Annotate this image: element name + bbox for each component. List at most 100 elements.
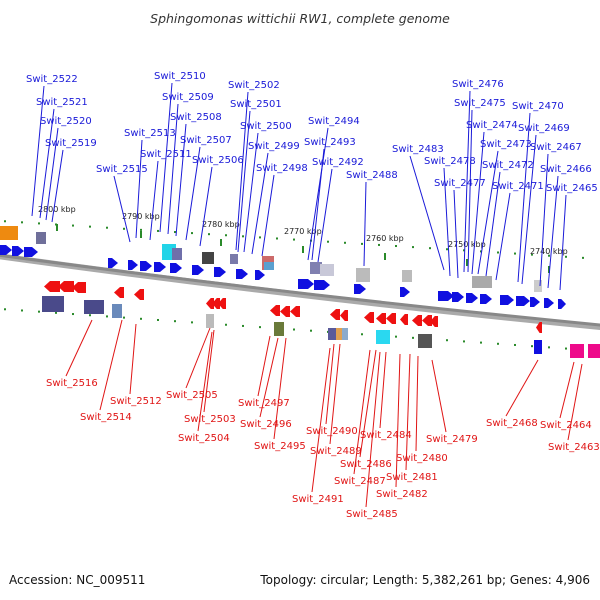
scale-dot: [174, 320, 176, 323]
scale-dot: [140, 228, 142, 231]
scale-dot: [38, 222, 40, 225]
forward-gene-arrow: [170, 263, 182, 273]
reverse-gene-leader-line: [197, 331, 213, 432]
forward-gene-arrow: [0, 245, 12, 255]
scale-dot: [4, 220, 6, 223]
reverse-gene-label: Swit_2512: [110, 396, 162, 407]
feature-block: [36, 232, 46, 244]
scale-label: 2770 kbp: [284, 227, 322, 236]
scale-dot: [497, 342, 499, 345]
scale-dot: [21, 221, 23, 224]
scale-dot: [480, 250, 482, 253]
scale-dot: [582, 256, 584, 259]
scale-dot: [38, 310, 40, 313]
forward-gene-arrow: [452, 292, 464, 302]
forward-gene-label: Swit_2509: [162, 92, 214, 103]
reverse-gene-label: Swit_2464: [540, 420, 592, 431]
forward-gene-leader-line: [159, 82, 173, 233]
scale-dot: [157, 229, 159, 232]
forward-gene-leader-line: [521, 134, 537, 285]
reverse-gene-arrow: [114, 287, 124, 298]
scale-major-tick: [466, 259, 468, 266]
feature-block: [328, 328, 336, 340]
scale-dot: [21, 309, 23, 312]
reverse-gene-arrow: [422, 315, 432, 326]
scale-dot: [361, 333, 363, 336]
forward-gene-arrow: [438, 291, 454, 301]
forward-gene-label: Swit_2501: [230, 99, 282, 110]
forward-gene-label: Swit_2513: [124, 128, 176, 139]
forward-gene-leader-line: [307, 127, 329, 261]
scale-dot: [463, 249, 465, 252]
forward-gene-arrow: [480, 294, 492, 304]
scale-label: 2750 kbp: [448, 240, 486, 249]
forward-gene-leader-line: [443, 167, 451, 277]
feature-block: [112, 304, 122, 318]
scale-dot: [4, 308, 6, 311]
scale-dot: [412, 246, 414, 249]
scale-dot: [225, 323, 227, 326]
reverse-gene-arrow: [364, 312, 374, 323]
forward-gene-leader-line: [199, 166, 213, 247]
forward-gene-leader-line: [517, 112, 531, 283]
forward-gene-label: Swit_2466: [540, 164, 592, 175]
reverse-gene-label: Swit_2487: [334, 476, 386, 487]
scale-dot: [89, 314, 91, 317]
feature-block: [570, 344, 584, 358]
scale-dot: [174, 231, 176, 234]
reverse-gene-label: Swit_2480: [396, 453, 448, 464]
scale-dot: [242, 235, 244, 238]
scale-dot: [395, 245, 397, 248]
scale-label: 2790 kbp: [122, 212, 160, 221]
reverse-gene-arrow: [206, 298, 214, 309]
forward-gene-label: Swit_2477: [434, 178, 486, 189]
forward-gene-label: Swit_2476: [452, 79, 504, 90]
forward-gene-leader-line: [547, 175, 559, 289]
feature-block: [472, 276, 492, 288]
reverse-gene-label: Swit_2468: [486, 418, 538, 429]
feature-block: [588, 344, 600, 358]
forward-gene-label: Swit_2508: [170, 112, 222, 123]
reverse-gene-label: Swit_2486: [340, 459, 392, 470]
scale-dot: [395, 335, 397, 338]
scale-major-tick: [140, 231, 142, 238]
forward-gene-label: Swit_2474: [466, 120, 518, 131]
scale-dot: [293, 238, 295, 241]
forward-gene-label: Swit_2478: [424, 156, 476, 167]
forward-gene-arrow: [500, 295, 514, 305]
reverse-gene-leader-line: [203, 329, 215, 413]
reverse-gene-arrow: [290, 306, 300, 317]
forward-gene-leader-line: [243, 132, 259, 253]
forward-gene-leader-line: [45, 127, 59, 221]
forward-gene-arrow: [108, 258, 118, 268]
reverse-gene-leader-line: [329, 343, 341, 445]
reverse-gene-leader-line: [99, 319, 123, 411]
forward-gene-label: Swit_2483: [392, 144, 444, 155]
reverse-gene-arrow: [58, 281, 74, 292]
reverse-gene-arrow: [430, 316, 438, 327]
forward-gene-label: Swit_2511: [140, 149, 192, 160]
forward-gene-arrow: [255, 270, 265, 280]
forward-gene-arrow: [530, 297, 540, 307]
scale-dot: [565, 255, 567, 258]
reverse-gene-label: Swit_2463: [548, 442, 600, 453]
forward-gene-label: Swit_2520: [40, 116, 92, 127]
forward-gene-leader-line: [471, 131, 485, 275]
scale-dot: [106, 315, 108, 318]
forward-gene-leader-line: [477, 150, 499, 275]
scale-dot: [123, 227, 125, 230]
reverse-gene-arrow: [72, 282, 86, 293]
genome-summary-text: Topology: circular; Length: 5,382,261 bp…: [260, 573, 590, 587]
scale-dot: [480, 341, 482, 344]
forward-gene-arrow: [558, 299, 566, 309]
reverse-gene-label: Swit_2514: [80, 412, 132, 423]
reverse-gene-label: Swit_2489: [310, 446, 362, 457]
forward-gene-arrow: [544, 298, 554, 308]
forward-gene-leader-line: [51, 149, 64, 223]
forward-gene-label: Swit_2471: [492, 181, 544, 192]
forward-gene-leader-line: [495, 192, 511, 281]
scale-dot: [242, 324, 244, 327]
reverse-gene-leader-line: [559, 361, 575, 419]
forward-gene-arrow: [298, 279, 314, 289]
